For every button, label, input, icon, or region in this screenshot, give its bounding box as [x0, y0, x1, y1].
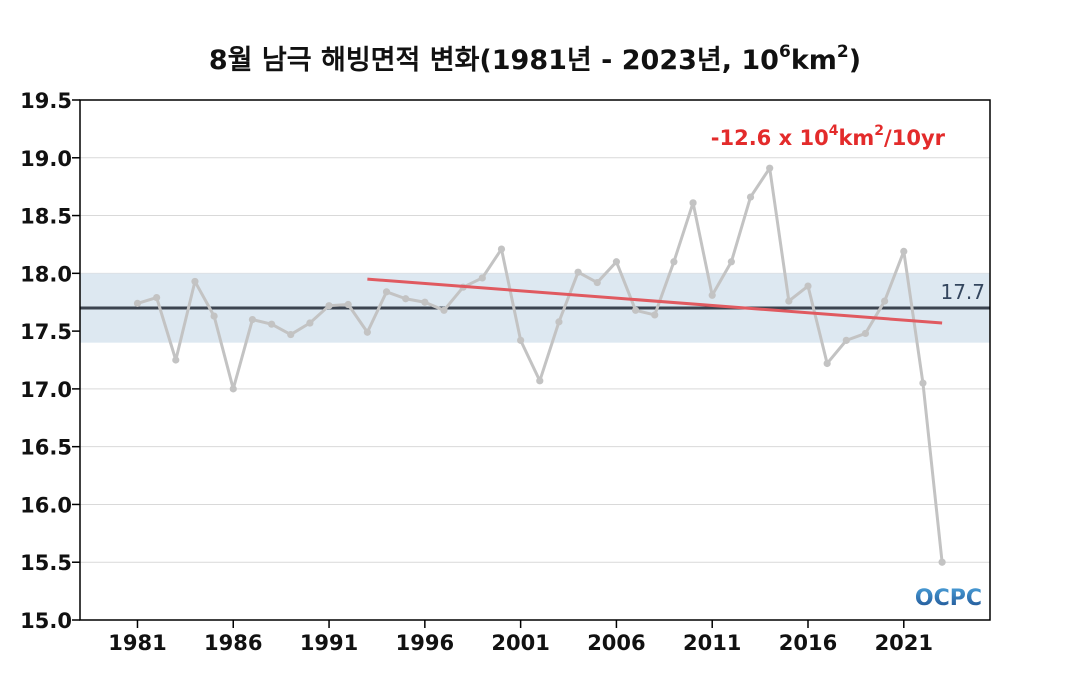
data-point-2003 — [555, 318, 563, 326]
data-point-2020 — [881, 297, 889, 305]
data-point-2006 — [612, 258, 621, 266]
x-tick-label: 1996 — [396, 631, 454, 655]
data-point-1984 — [191, 277, 199, 286]
data-point-2018 — [842, 336, 850, 344]
data-point-2023 — [938, 558, 946, 566]
data-point-1992 — [344, 300, 352, 309]
mean-value-label: 17.7 — [940, 280, 985, 304]
x-tick-label: 2021 — [875, 631, 933, 655]
y-tick-label: 19.5 — [20, 89, 72, 113]
data-point-2007 — [631, 306, 640, 314]
y-tick-label: 15.5 — [20, 551, 72, 575]
x-tick-label: 1986 — [204, 631, 262, 655]
data-point-1982 — [153, 294, 161, 302]
y-tick-label: 16.0 — [20, 493, 72, 517]
data-point-1990 — [306, 319, 314, 327]
data-point-1986 — [229, 385, 237, 393]
data-point-1981 — [133, 299, 142, 307]
y-tick-label: 19.0 — [20, 147, 72, 171]
data-point-2008 — [651, 311, 659, 319]
data-point-1997 — [440, 306, 448, 314]
data-point-2019 — [861, 329, 870, 338]
plot-area: 15.0 15.5 16.0 16.5 17.0 17.5 18.0 18.5 19.0 19.5… — [20, 89, 991, 655]
data-point-2016 — [804, 282, 812, 290]
y-tick-label: 17.5 — [20, 320, 72, 344]
y-tick-label: 15.0 — [20, 609, 72, 633]
trend-label: -12.6 x 104km2/10yr — [711, 123, 946, 150]
data-point-1989 — [287, 330, 295, 339]
data-point-1995 — [402, 295, 410, 303]
data-point-2005 — [593, 278, 601, 287]
data-point-1994 — [382, 288, 391, 296]
data-point-1996 — [421, 298, 429, 306]
data-point-2000 — [497, 245, 506, 253]
data-point-2022 — [919, 379, 927, 387]
x-tick-label: 1981 — [108, 631, 166, 655]
trend-line — [367, 277, 943, 325]
data-point-2013 — [746, 193, 755, 201]
x-tick-label: 2001 — [491, 631, 549, 655]
plot-frame — [79, 99, 991, 621]
y-tick-label: 16.5 — [20, 436, 72, 460]
x-tick-label: 1991 — [300, 631, 358, 655]
data-point-2001 — [517, 336, 525, 344]
data-point-1985 — [210, 312, 218, 320]
data-point-1993 — [363, 328, 371, 336]
x-tick-label: 2006 — [587, 631, 645, 655]
y-tick-label: 18.5 — [20, 205, 72, 229]
series-line — [137, 166, 944, 563]
data-point-2012 — [727, 258, 735, 266]
y-tick-label: 18.0 — [20, 262, 72, 286]
ocpc-logo: OCPC — [915, 586, 982, 611]
data-point-2002 — [536, 377, 544, 385]
data-point-1988 — [267, 320, 276, 328]
chart-title: 8월 남극 해빙면적 변화(1981년 - 2023년, 106km2) — [209, 42, 861, 76]
data-point-2014 — [766, 164, 774, 172]
x-tick-label: 2011 — [683, 631, 741, 655]
data-point-1991 — [325, 302, 333, 310]
data-point-1999 — [478, 274, 486, 282]
x-tick-label: 2016 — [779, 631, 837, 655]
data-point-2021 — [900, 247, 908, 255]
data-point-2015 — [785, 297, 793, 305]
data-point-2011 — [708, 291, 716, 299]
y-tick-label: 17.0 — [20, 378, 72, 402]
data-point-2010 — [689, 199, 697, 207]
data-point-1987 — [248, 315, 257, 324]
data-point-1983 — [172, 356, 180, 364]
data-point-2004 — [574, 268, 582, 276]
data-point-2009 — [670, 258, 678, 266]
data-point-2017 — [823, 359, 831, 368]
